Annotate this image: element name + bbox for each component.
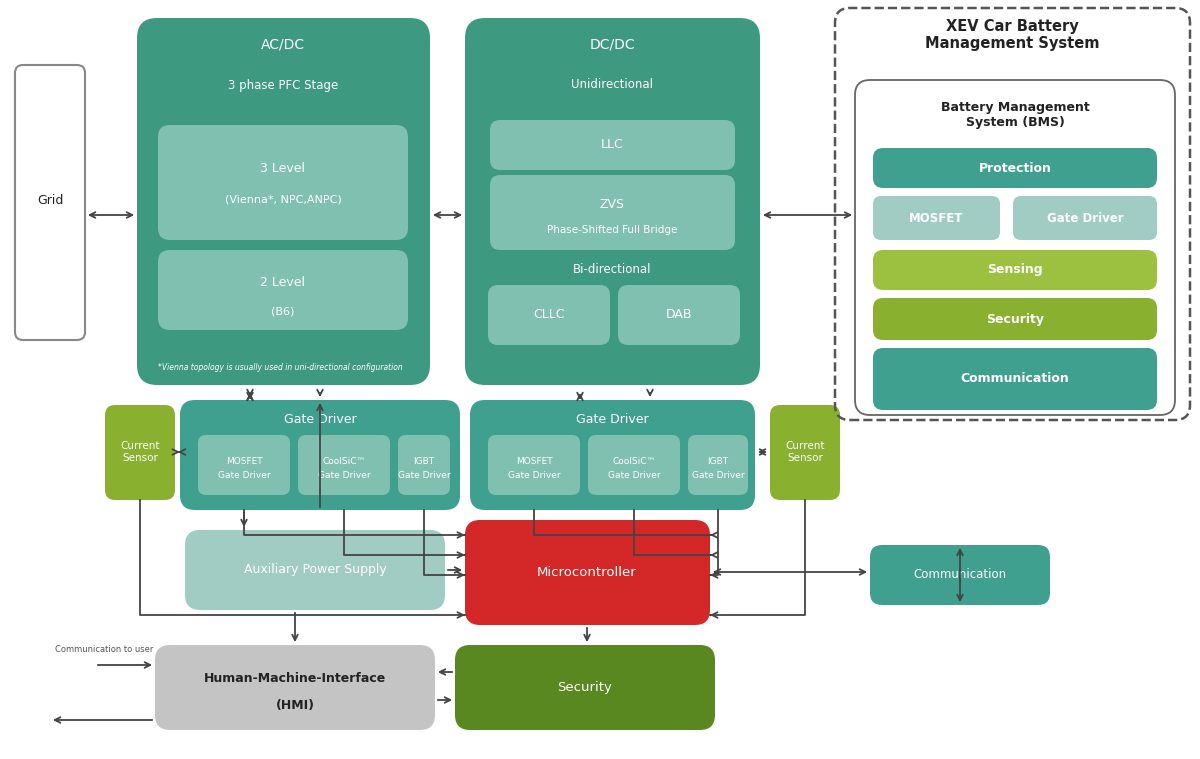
FancyBboxPatch shape bbox=[1013, 196, 1157, 240]
FancyBboxPatch shape bbox=[490, 175, 734, 250]
FancyBboxPatch shape bbox=[874, 148, 1157, 188]
Text: Current
Sensor: Current Sensor bbox=[120, 441, 160, 463]
FancyBboxPatch shape bbox=[488, 435, 580, 495]
FancyBboxPatch shape bbox=[455, 645, 715, 730]
FancyBboxPatch shape bbox=[874, 348, 1157, 410]
Text: Protection: Protection bbox=[978, 162, 1051, 175]
Text: Battery Management
System (BMS): Battery Management System (BMS) bbox=[941, 101, 1090, 129]
Text: AC/DC: AC/DC bbox=[260, 38, 305, 52]
FancyBboxPatch shape bbox=[137, 18, 430, 385]
FancyBboxPatch shape bbox=[618, 285, 740, 345]
FancyBboxPatch shape bbox=[298, 435, 390, 495]
Text: Sensing: Sensing bbox=[988, 263, 1043, 276]
Text: MOSFET: MOSFET bbox=[908, 212, 964, 225]
Text: IGBT: IGBT bbox=[708, 458, 728, 467]
Text: CoolSiC™: CoolSiC™ bbox=[612, 458, 655, 467]
Text: Gate Driver: Gate Driver bbox=[691, 471, 744, 480]
Text: Communication: Communication bbox=[961, 373, 1069, 386]
Text: Phase-Shifted Full Bridge: Phase-Shifted Full Bridge bbox=[547, 225, 677, 235]
FancyBboxPatch shape bbox=[588, 435, 680, 495]
Text: Gate Driver: Gate Driver bbox=[397, 471, 450, 480]
Text: Gate Driver: Gate Driver bbox=[508, 471, 560, 480]
Text: Gate Driver: Gate Driver bbox=[283, 414, 356, 427]
FancyBboxPatch shape bbox=[874, 250, 1157, 290]
Text: Gate Driver: Gate Driver bbox=[318, 471, 371, 480]
Text: IGBT: IGBT bbox=[414, 458, 434, 467]
FancyBboxPatch shape bbox=[466, 520, 710, 625]
Text: XEV Car Battery
Management System: XEV Car Battery Management System bbox=[925, 19, 1099, 51]
Text: (B6): (B6) bbox=[271, 307, 295, 317]
Text: Gate Driver: Gate Driver bbox=[217, 471, 270, 480]
Text: (HMI): (HMI) bbox=[276, 698, 314, 711]
FancyBboxPatch shape bbox=[470, 400, 755, 510]
Text: Communication: Communication bbox=[913, 568, 1007, 581]
FancyBboxPatch shape bbox=[398, 435, 450, 495]
FancyBboxPatch shape bbox=[854, 80, 1175, 415]
Text: Unidirectional: Unidirectional bbox=[571, 78, 653, 92]
FancyBboxPatch shape bbox=[185, 530, 445, 610]
Text: DAB: DAB bbox=[666, 308, 692, 322]
FancyBboxPatch shape bbox=[14, 65, 85, 340]
FancyBboxPatch shape bbox=[158, 250, 408, 330]
Text: Current
Sensor: Current Sensor bbox=[785, 441, 824, 463]
FancyBboxPatch shape bbox=[874, 298, 1157, 340]
Text: Human-Machine-Interface: Human-Machine-Interface bbox=[204, 672, 386, 685]
Text: Gate Driver: Gate Driver bbox=[576, 414, 648, 427]
FancyBboxPatch shape bbox=[180, 400, 460, 510]
Text: Microcontroller: Microcontroller bbox=[538, 565, 637, 578]
FancyBboxPatch shape bbox=[155, 645, 436, 730]
FancyBboxPatch shape bbox=[870, 545, 1050, 605]
Text: Gate Driver: Gate Driver bbox=[607, 471, 660, 480]
Text: 3 phase PFC Stage: 3 phase PFC Stage bbox=[228, 78, 338, 92]
Text: Grid: Grid bbox=[37, 194, 64, 206]
FancyBboxPatch shape bbox=[198, 435, 290, 495]
Text: DC/DC: DC/DC bbox=[589, 38, 635, 52]
FancyBboxPatch shape bbox=[488, 285, 610, 345]
Text: MOSFET: MOSFET bbox=[516, 458, 552, 467]
Text: Gate Driver: Gate Driver bbox=[1046, 212, 1123, 225]
Text: (Vienna*, NPC,ANPC): (Vienna*, NPC,ANPC) bbox=[224, 195, 341, 205]
FancyBboxPatch shape bbox=[874, 196, 1000, 240]
Text: ZVS: ZVS bbox=[600, 199, 624, 212]
Text: Security: Security bbox=[558, 681, 612, 694]
FancyBboxPatch shape bbox=[770, 405, 840, 500]
Text: CLLC: CLLC bbox=[533, 308, 565, 322]
Text: Security: Security bbox=[986, 313, 1044, 326]
Text: MOSFET: MOSFET bbox=[226, 458, 263, 467]
FancyBboxPatch shape bbox=[490, 120, 734, 170]
Text: LLC: LLC bbox=[601, 138, 623, 152]
FancyBboxPatch shape bbox=[106, 405, 175, 500]
Text: Bi-directional: Bi-directional bbox=[572, 263, 652, 276]
FancyBboxPatch shape bbox=[158, 125, 408, 240]
FancyBboxPatch shape bbox=[688, 435, 748, 495]
Text: CoolSiC™: CoolSiC™ bbox=[323, 458, 366, 467]
Text: Communication to user: Communication to user bbox=[55, 645, 154, 654]
Text: 3 Level: 3 Level bbox=[260, 162, 306, 175]
FancyBboxPatch shape bbox=[466, 18, 760, 385]
Text: Auxiliary Power Supply: Auxiliary Power Supply bbox=[244, 563, 386, 577]
Text: *Vienna topology is usually used in uni-directional configuration: *Vienna topology is usually used in uni-… bbox=[158, 364, 403, 373]
Text: 2 Level: 2 Level bbox=[260, 276, 306, 288]
